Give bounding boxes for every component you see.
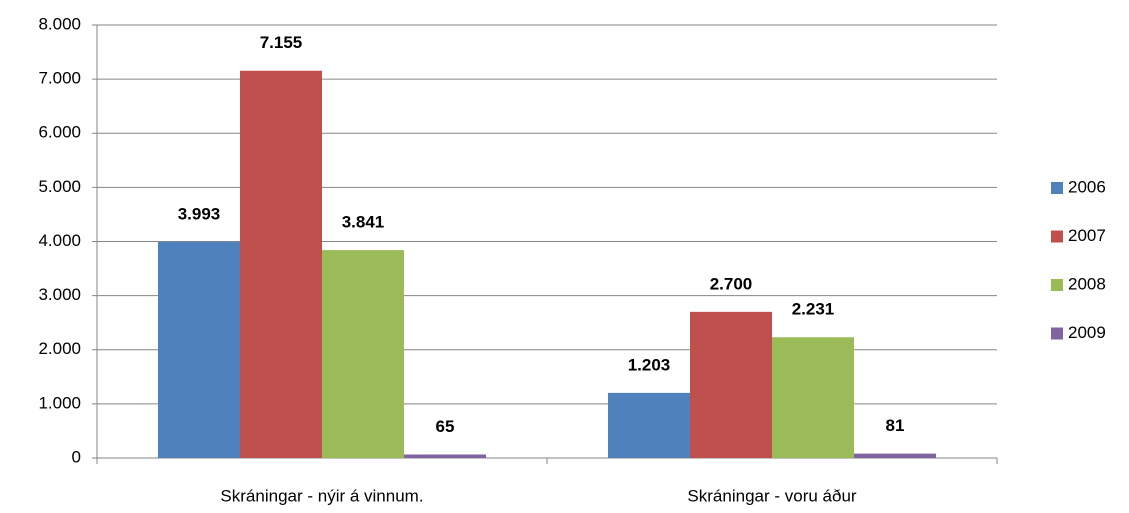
bar — [608, 392, 690, 458]
y-tick-label: 5.000 — [38, 177, 81, 196]
value-label: 1.203 — [628, 355, 671, 374]
bar — [158, 241, 240, 458]
legend-swatch — [1051, 182, 1063, 194]
y-tick-label: 7.000 — [38, 69, 81, 88]
y-tick-label: 3.000 — [38, 285, 81, 304]
legend-swatch — [1051, 230, 1063, 243]
legend-label: 2008 — [1068, 274, 1106, 293]
y-tick-label: 0 — [72, 447, 81, 466]
bar — [240, 70, 322, 458]
legend-label: 2007 — [1068, 226, 1106, 245]
legend-swatch — [1051, 279, 1063, 291]
legend-label: 2009 — [1068, 323, 1106, 342]
y-tick-label: 2.000 — [38, 339, 81, 358]
value-label: 3.993 — [178, 204, 221, 223]
bar — [854, 453, 936, 458]
value-label: 2.700 — [710, 274, 753, 293]
x-tick-label: Skráningar - nýir á vinnum. — [220, 486, 423, 505]
value-label: 7.155 — [260, 33, 303, 52]
value-label: 2.231 — [792, 300, 835, 319]
bar — [690, 311, 772, 458]
x-tick-label: Skráningar - voru áður — [687, 486, 856, 505]
bar — [322, 250, 404, 458]
legend-swatch — [1051, 327, 1063, 340]
y-tick-label: 1.000 — [38, 393, 81, 412]
y-tick-label: 6.000 — [38, 123, 81, 142]
bar — [772, 337, 854, 458]
bar — [404, 454, 486, 458]
legend-label: 2006 — [1068, 177, 1106, 196]
value-label: 65 — [436, 417, 455, 436]
value-label: 3.841 — [342, 213, 385, 232]
value-label: 81 — [886, 416, 905, 435]
y-tick-label: 8.000 — [38, 14, 81, 33]
y-tick-label: 4.000 — [38, 231, 81, 250]
